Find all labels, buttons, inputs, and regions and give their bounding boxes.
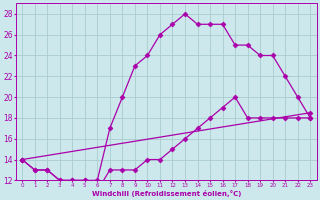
X-axis label: Windchill (Refroidissement éolien,°C): Windchill (Refroidissement éolien,°C): [92, 190, 241, 197]
